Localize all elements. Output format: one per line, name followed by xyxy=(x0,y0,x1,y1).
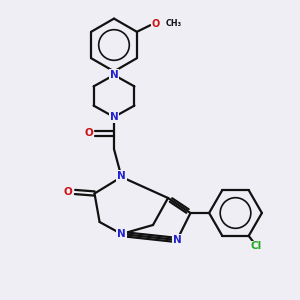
Text: O: O xyxy=(152,19,160,29)
Text: N: N xyxy=(110,70,118,80)
Text: N: N xyxy=(172,235,182,245)
Text: N: N xyxy=(117,229,126,239)
Text: N: N xyxy=(110,112,118,122)
Text: CH₃: CH₃ xyxy=(166,19,182,28)
Text: Cl: Cl xyxy=(250,242,262,251)
Text: O: O xyxy=(64,187,73,197)
Text: N: N xyxy=(117,171,126,181)
Text: O: O xyxy=(84,128,93,139)
